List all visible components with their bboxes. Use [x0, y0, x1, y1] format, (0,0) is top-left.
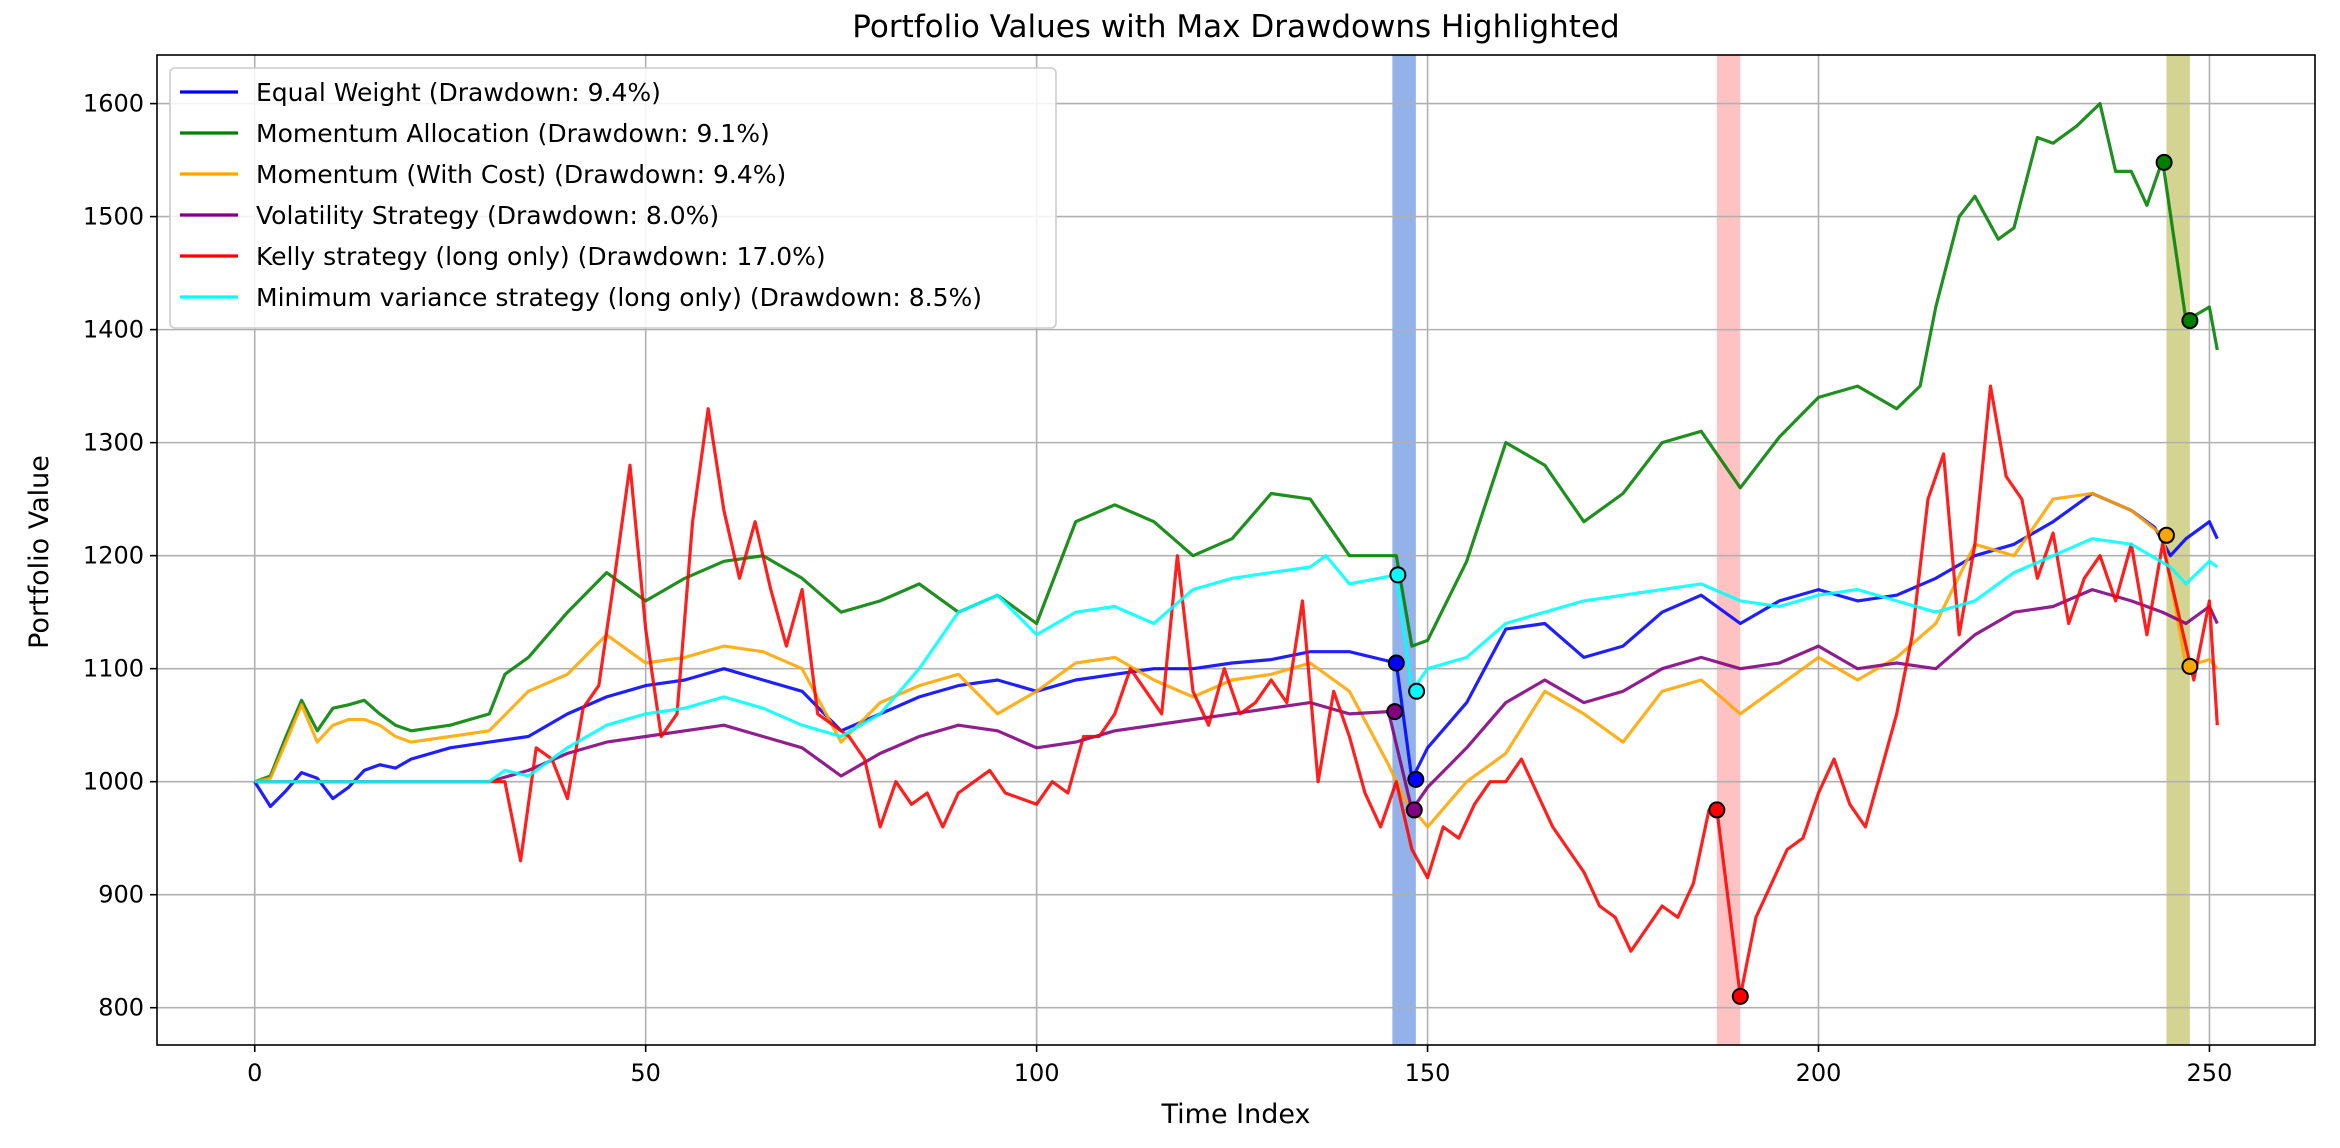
drawdown-span-0 — [1392, 55, 1416, 1045]
x-tick-label: 200 — [1796, 1059, 1842, 1087]
y-tick-label: 1600 — [83, 90, 144, 118]
drawdown-marker — [1408, 682, 1426, 700]
series-line-2 — [254, 491, 2219, 829]
drawdown-span-1 — [1716, 55, 1741, 1045]
legend-label: Equal Weight (Drawdown: 9.4%) — [256, 78, 661, 107]
legend-label: Minimum variance strategy (long only) (D… — [256, 283, 982, 312]
series-line-1 — [254, 101, 2219, 784]
y-tick-label: 1400 — [83, 316, 144, 344]
y-tick-label: 1100 — [83, 655, 144, 683]
drawdown-marker — [1387, 654, 1405, 672]
drawdown-marker — [1407, 770, 1425, 788]
y-tick-label: 1500 — [83, 203, 144, 231]
drawdown-marker — [2157, 526, 2175, 544]
x-axis-label: Time Index — [1161, 1099, 1311, 1130]
y-tick-label: 1200 — [83, 542, 144, 570]
legend-box — [169, 67, 1057, 329]
drawdown-marker — [1708, 801, 1726, 819]
y-tick-label: 1300 — [83, 429, 144, 457]
series-line-0 — [253, 491, 2219, 809]
legend-label: Kelly strategy (long only) (Drawdown: 17… — [256, 242, 826, 271]
drawdown-marker — [2181, 312, 2199, 330]
series-line-5 — [254, 537, 2219, 784]
x-tick-label: 250 — [2187, 1059, 2233, 1087]
y-tick-label: 1000 — [83, 768, 144, 796]
drawdown-marker — [1386, 703, 1404, 721]
chart-title: Portfolio Values with Max Drawdowns High… — [852, 9, 1619, 45]
drawdown-marker — [1731, 987, 1749, 1005]
x-tick-label: 50 — [630, 1059, 661, 1087]
legend-label: Volatility Strategy (Drawdown: 8.0%) — [256, 201, 719, 230]
drawdown-marker — [1389, 566, 1407, 584]
series-line-4 — [254, 384, 2219, 999]
x-tick-label: 100 — [1014, 1059, 1060, 1087]
x-tick-label: 0 — [247, 1059, 262, 1087]
drawdown-marker — [2181, 657, 2199, 675]
y-tick-label: 900 — [98, 881, 144, 909]
y-tick-label: 800 — [98, 994, 144, 1022]
drawdown-marker — [2155, 153, 2173, 171]
legend-label: Momentum (With Cost) (Drawdown: 9.4%) — [256, 160, 786, 189]
drawdown-marker — [1405, 801, 1423, 819]
series-line-3 — [254, 587, 2219, 812]
legend-label: Momentum Allocation (Drawdown: 9.1%) — [256, 119, 770, 148]
axes-frame — [156, 54, 2316, 1046]
legend: Equal Weight (Drawdown: 9.4%) Momentum Al… — [169, 67, 1057, 329]
x-tick-label: 150 — [1405, 1059, 1451, 1087]
y-axis-label: Portfolio Value — [24, 455, 55, 649]
